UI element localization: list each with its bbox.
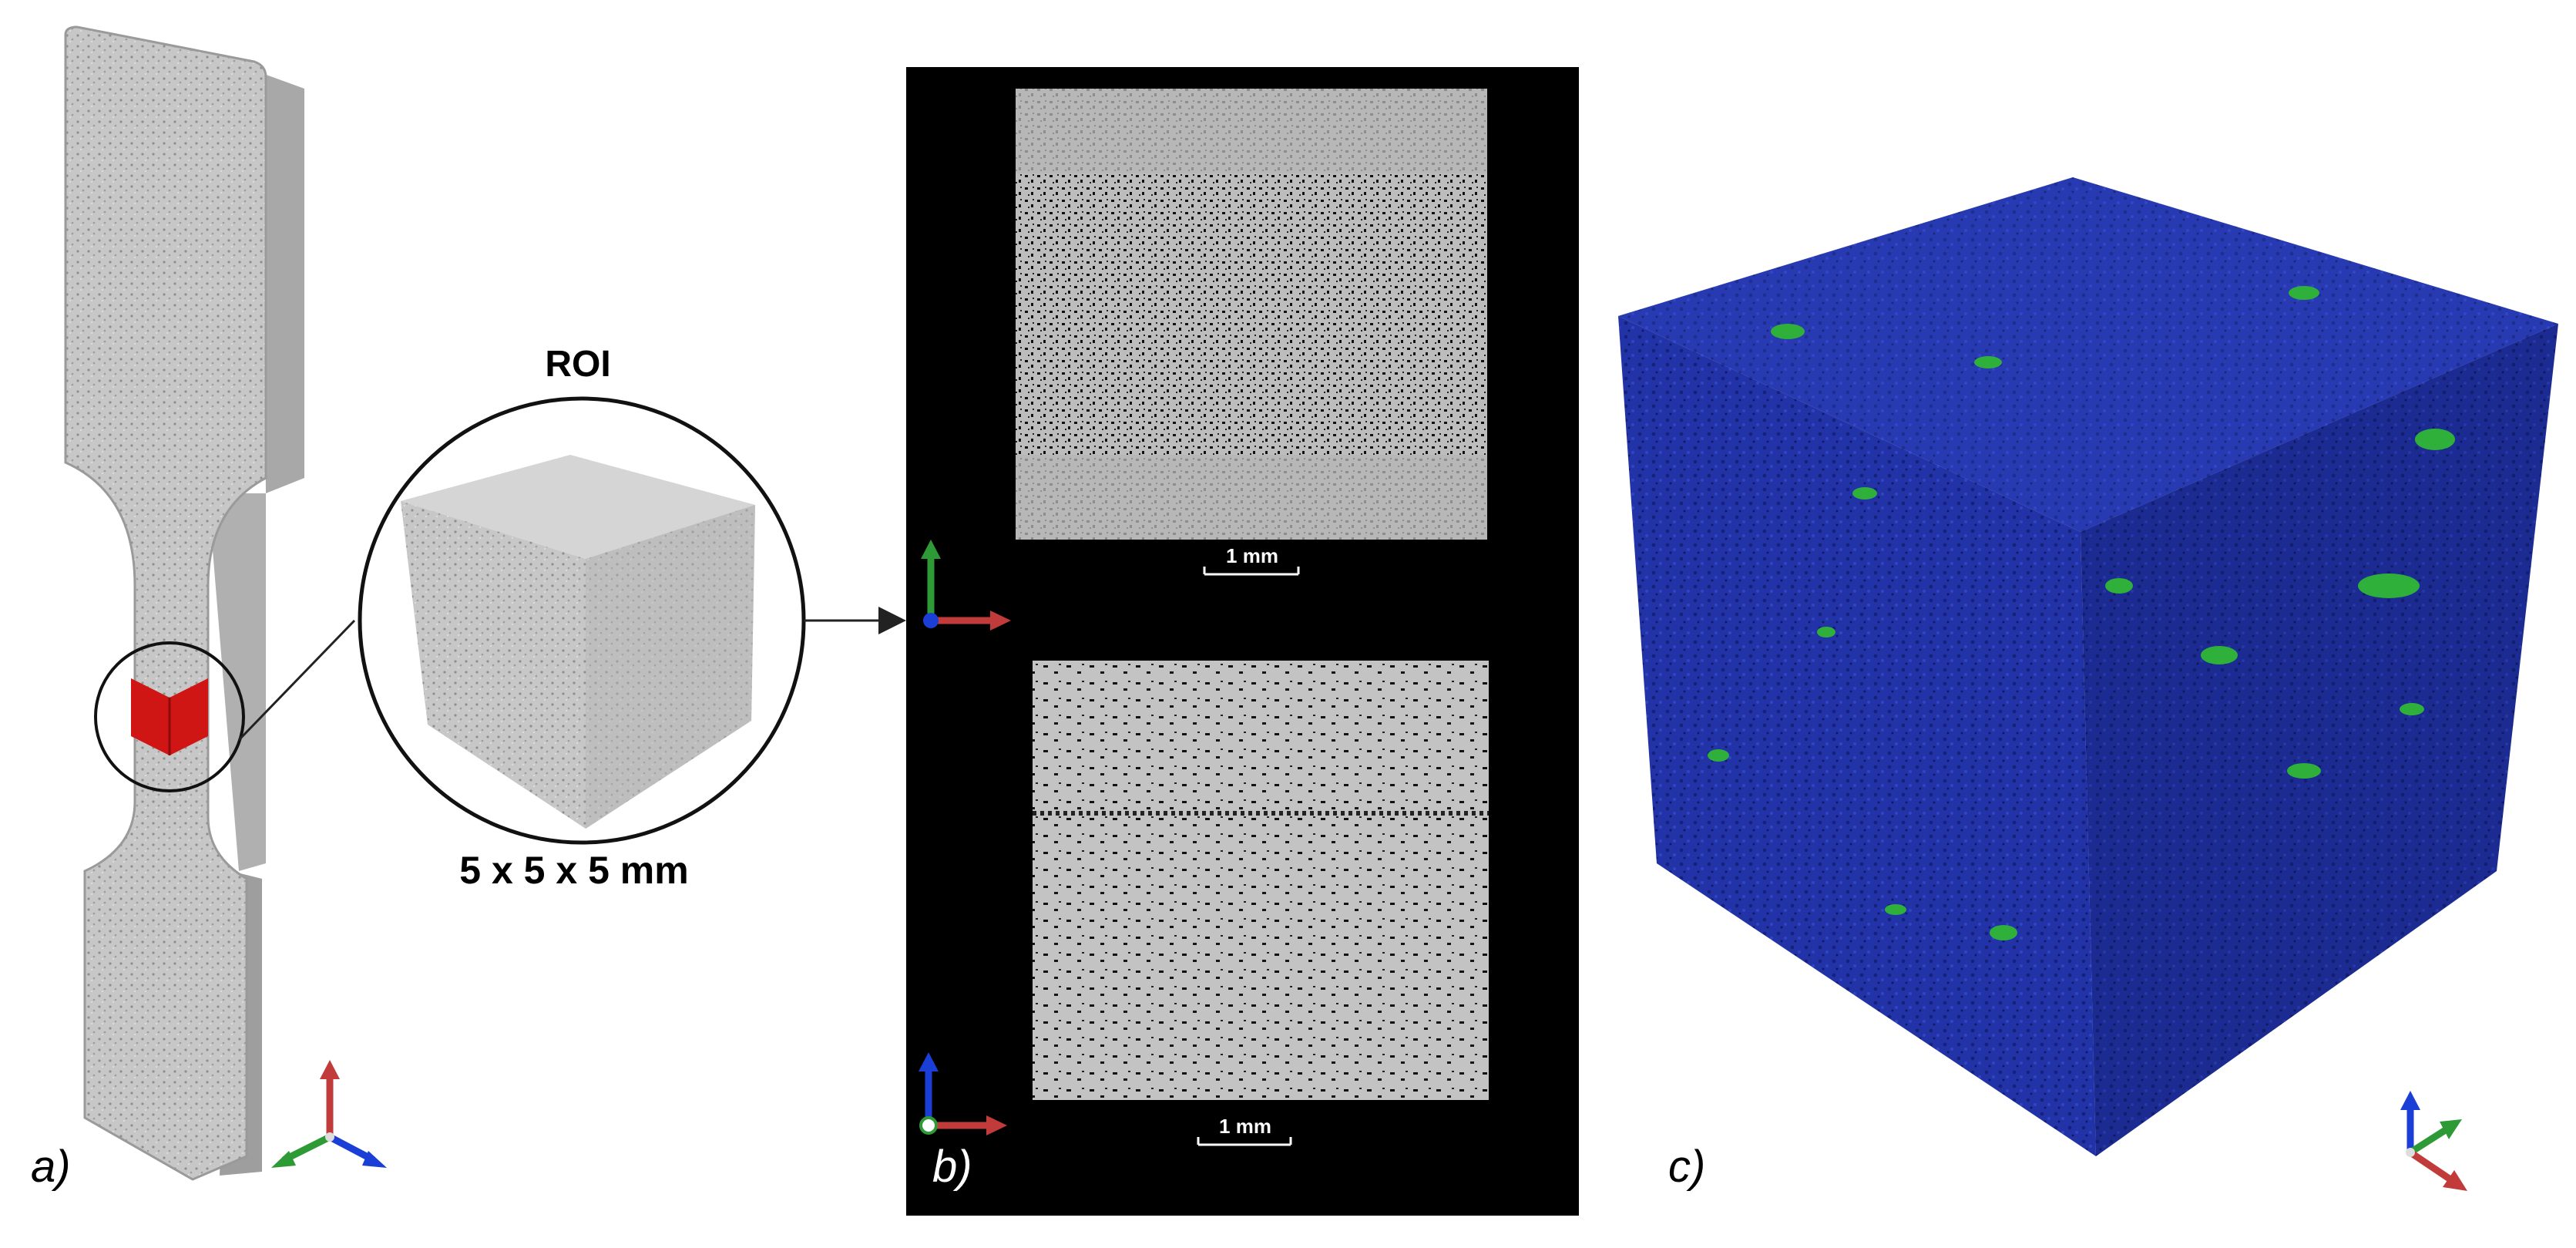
inclusions [1708, 286, 2455, 940]
roi-dimensions: 5 x 5 x 5 mm [459, 849, 689, 892]
axis-triad-c [2400, 1091, 2467, 1191]
scale-bar-bottom-label: 1 mm [1219, 1115, 1271, 1138]
roi-cube [401, 455, 755, 829]
panel-b [906, 67, 1579, 1216]
panel-c-label: c) [1668, 1142, 1706, 1192]
panel-b-label: b) [932, 1142, 972, 1192]
ct-slice-top [1016, 89, 1487, 540]
tensile-specimen [64, 25, 304, 1181]
axis-triad-a [271, 1060, 387, 1168]
scale-bar-top-label: 1 mm [1226, 544, 1278, 567]
ct-slice-bottom [1033, 661, 1489, 1100]
roi-zoom-circle-small [94, 641, 245, 792]
panel-c [1618, 177, 2558, 1191]
zoom-connector-line [237, 619, 356, 742]
panel-a-label: a) [31, 1142, 71, 1192]
roi-title: ROI [545, 344, 611, 385]
segmented-cube [1618, 177, 2558, 1156]
axis-triad-b-top [921, 540, 1011, 631]
axis-triad-b-bottom [919, 1052, 1007, 1135]
panel-a [64, 25, 906, 1181]
